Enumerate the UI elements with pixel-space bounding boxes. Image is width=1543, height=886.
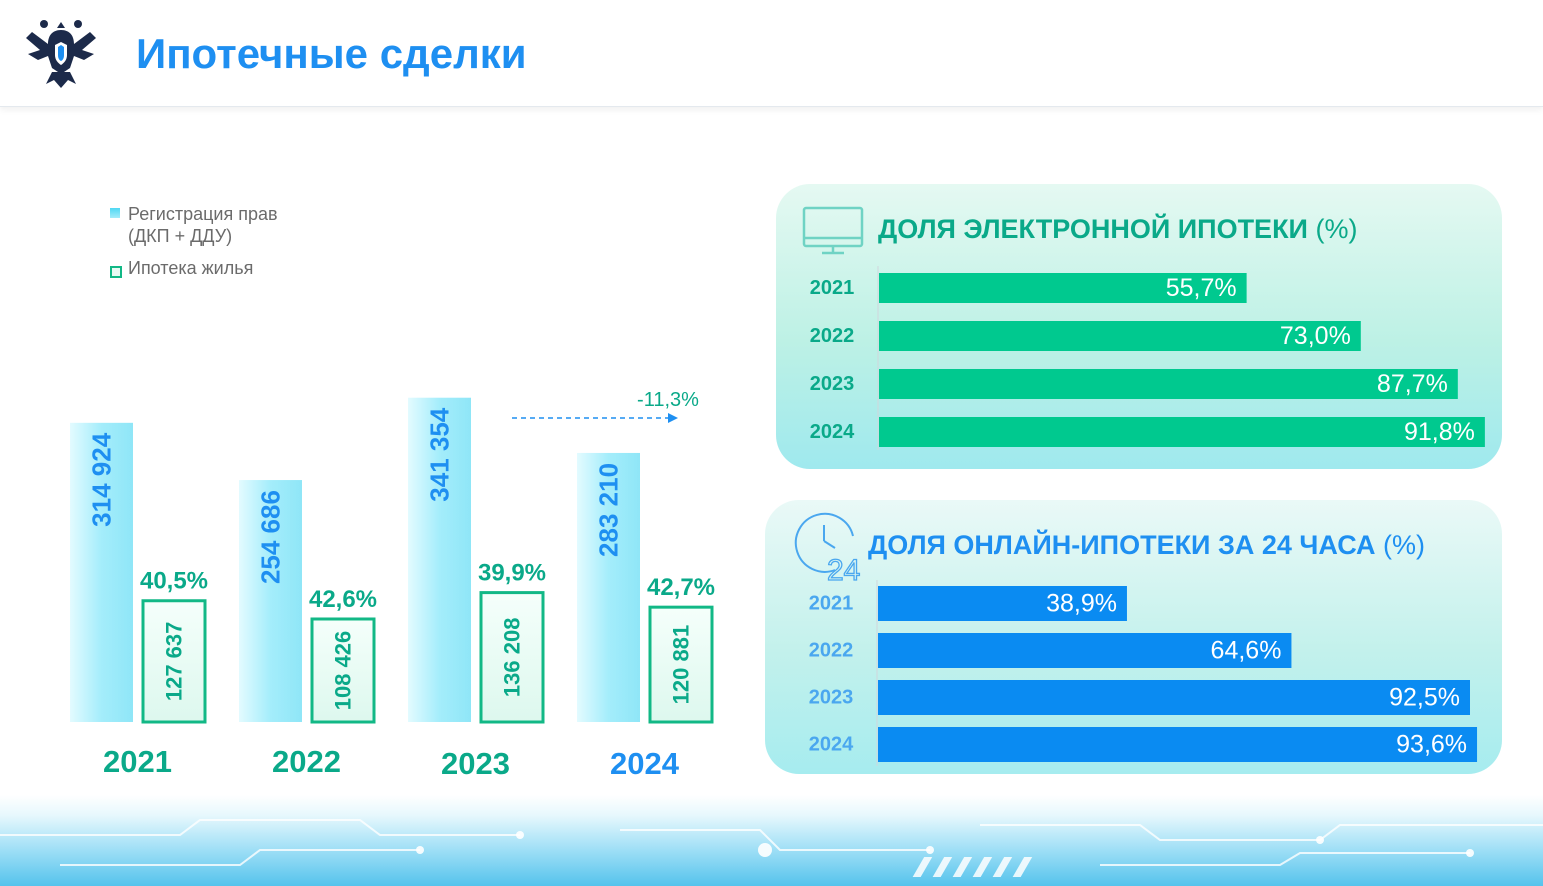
registration-value-2022: 254 686 bbox=[256, 490, 286, 584]
online-bar-2021 bbox=[878, 586, 1127, 621]
electronic-value-2021: 55,7% bbox=[1166, 274, 1237, 302]
electronic-year-2022: 2022 bbox=[810, 325, 855, 347]
clock-24-icon: 24 bbox=[794, 512, 861, 588]
legend-label-mortgage: Ипотека жилья bbox=[128, 258, 254, 278]
legend-label-registration-line1: Регистрация прав bbox=[128, 204, 278, 224]
electronic-mortgage-panel: 55,7% 2021 73,0% 2022 87,7% 2023 91,8% 2024 ДОЛ… bbox=[776, 184, 1502, 469]
online-value-2023: 92,5% bbox=[1389, 684, 1460, 712]
mortgage-share-2022: 42,6% bbox=[309, 586, 377, 613]
online-mortgage-panel: 24 38,9% 2021 64,6% 2022 92,5% 2023 93,6% 2024 … bbox=[765, 500, 1502, 774]
registration-bar-2024 bbox=[577, 452, 640, 722]
electronic-bar-2021 bbox=[879, 273, 1247, 303]
electronic-bar-2023 bbox=[879, 369, 1458, 399]
year-label-2023: 2023 bbox=[441, 746, 510, 781]
online-year-2023: 2023 bbox=[809, 687, 854, 709]
change-arrow-head bbox=[668, 413, 678, 423]
registration-value-2021: 314 924 bbox=[87, 432, 117, 527]
mortgage-bar-2021 bbox=[141, 599, 207, 724]
electronic-mortgage-chart: 55,7% 2021 73,0% 2022 87,7% 2023 91,8% 2024 bbox=[802, 206, 1485, 450]
electronic-value-2023: 87,7% bbox=[1377, 370, 1448, 398]
online-mortgage-title-text: ДОЛЯ ОНЛАЙН-ИПОТЕКИ ЗА 24 ЧАСА bbox=[868, 530, 1376, 560]
double-headed-eagle-emblem-icon bbox=[26, 20, 96, 88]
online-bar-2022 bbox=[878, 633, 1292, 668]
electronic-value-2022: 73,0% bbox=[1280, 322, 1351, 350]
online-year-2024: 2024 bbox=[809, 734, 854, 756]
change-annotation: -11,3% bbox=[637, 389, 699, 411]
mortgage-value-2023: 136 208 bbox=[500, 618, 525, 698]
circuit-pattern-icon bbox=[0, 819, 1543, 877]
footer-circuit-decoration bbox=[0, 795, 1543, 886]
mortgage-share-2021: 40,5% bbox=[140, 568, 208, 595]
monitor-icon bbox=[802, 206, 864, 255]
mortgage-bar-2022 bbox=[310, 617, 376, 724]
online-year-2021: 2021 bbox=[809, 593, 854, 615]
mortgage-share-2024: 42,7% bbox=[647, 574, 715, 601]
electronic-year-2023: 2023 bbox=[810, 373, 855, 395]
online-year-2022: 2022 bbox=[809, 640, 854, 662]
registration-value-2023: 341 354 bbox=[425, 407, 455, 502]
online-bar-2023 bbox=[878, 680, 1470, 715]
registration-bar-2023 bbox=[408, 397, 471, 722]
legend-swatch-mortgage bbox=[110, 266, 122, 278]
electronic-year-2024: 2024 bbox=[810, 421, 855, 443]
registration-bar-2022 bbox=[239, 480, 302, 722]
mortgage-bar-2023 bbox=[479, 591, 545, 724]
electronic-mortgage-unit: (%) bbox=[1315, 214, 1358, 244]
mortgage-bar-2024 bbox=[648, 605, 714, 724]
mortgage-share-2023: 39,9% bbox=[478, 560, 546, 587]
online-mortgage-unit: (%) bbox=[1383, 530, 1426, 560]
online-value-2024: 93,6% bbox=[1396, 731, 1467, 759]
header-bar: Ипотечные сделки bbox=[0, 0, 1543, 107]
electronic-mortgage-title-text: ДОЛЯ ЭЛЕКТРОННОЙ ИПОТЕКИ bbox=[878, 214, 1308, 244]
mortgage-value-2022: 108 426 bbox=[331, 631, 356, 711]
electronic-mortgage-title: ДОЛЯ ЭЛЕКТРОННОЙ ИПОТЕКИ (%) bbox=[878, 214, 1357, 245]
online-mortgage-title: ДОЛЯ ОНЛАЙН-ИПОТЕКИ ЗА 24 ЧАСА (%) bbox=[868, 530, 1425, 561]
svg-text:24: 24 bbox=[827, 554, 860, 587]
mortgage-value-2021: 127 637 bbox=[162, 622, 187, 702]
electronic-bar-2024 bbox=[879, 417, 1485, 447]
mortgage-deals-chart: 314 924 127 637 40,5% 2021 254 686 108 426 42,… bbox=[70, 389, 715, 781]
year-label-2022: 2022 bbox=[272, 744, 341, 779]
registration-bar-2021 bbox=[70, 422, 133, 722]
year-label-2024: 2024 bbox=[610, 746, 680, 781]
online-value-2021: 38,9% bbox=[1046, 590, 1117, 618]
online-value-2022: 64,6% bbox=[1211, 637, 1282, 665]
page-title: Ипотечные сделки bbox=[136, 30, 527, 77]
legend-label-registration-line2: (ДКП + ДДУ) bbox=[128, 226, 233, 246]
electronic-value-2024: 91,8% bbox=[1404, 418, 1475, 446]
year-label-2021: 2021 bbox=[103, 744, 172, 779]
online-mortgage-chart: 24 38,9% 2021 64,6% 2022 92,5% 2023 93,6% 2024 bbox=[794, 512, 1478, 766]
mortgage-value-2024: 120 881 bbox=[669, 625, 694, 705]
legend-swatch-registration bbox=[110, 208, 120, 218]
registration-value-2024: 283 210 bbox=[594, 463, 624, 557]
electronic-year-2021: 2021 bbox=[810, 277, 855, 299]
electronic-bar-2022 bbox=[879, 321, 1361, 351]
online-bar-2024 bbox=[878, 727, 1478, 762]
